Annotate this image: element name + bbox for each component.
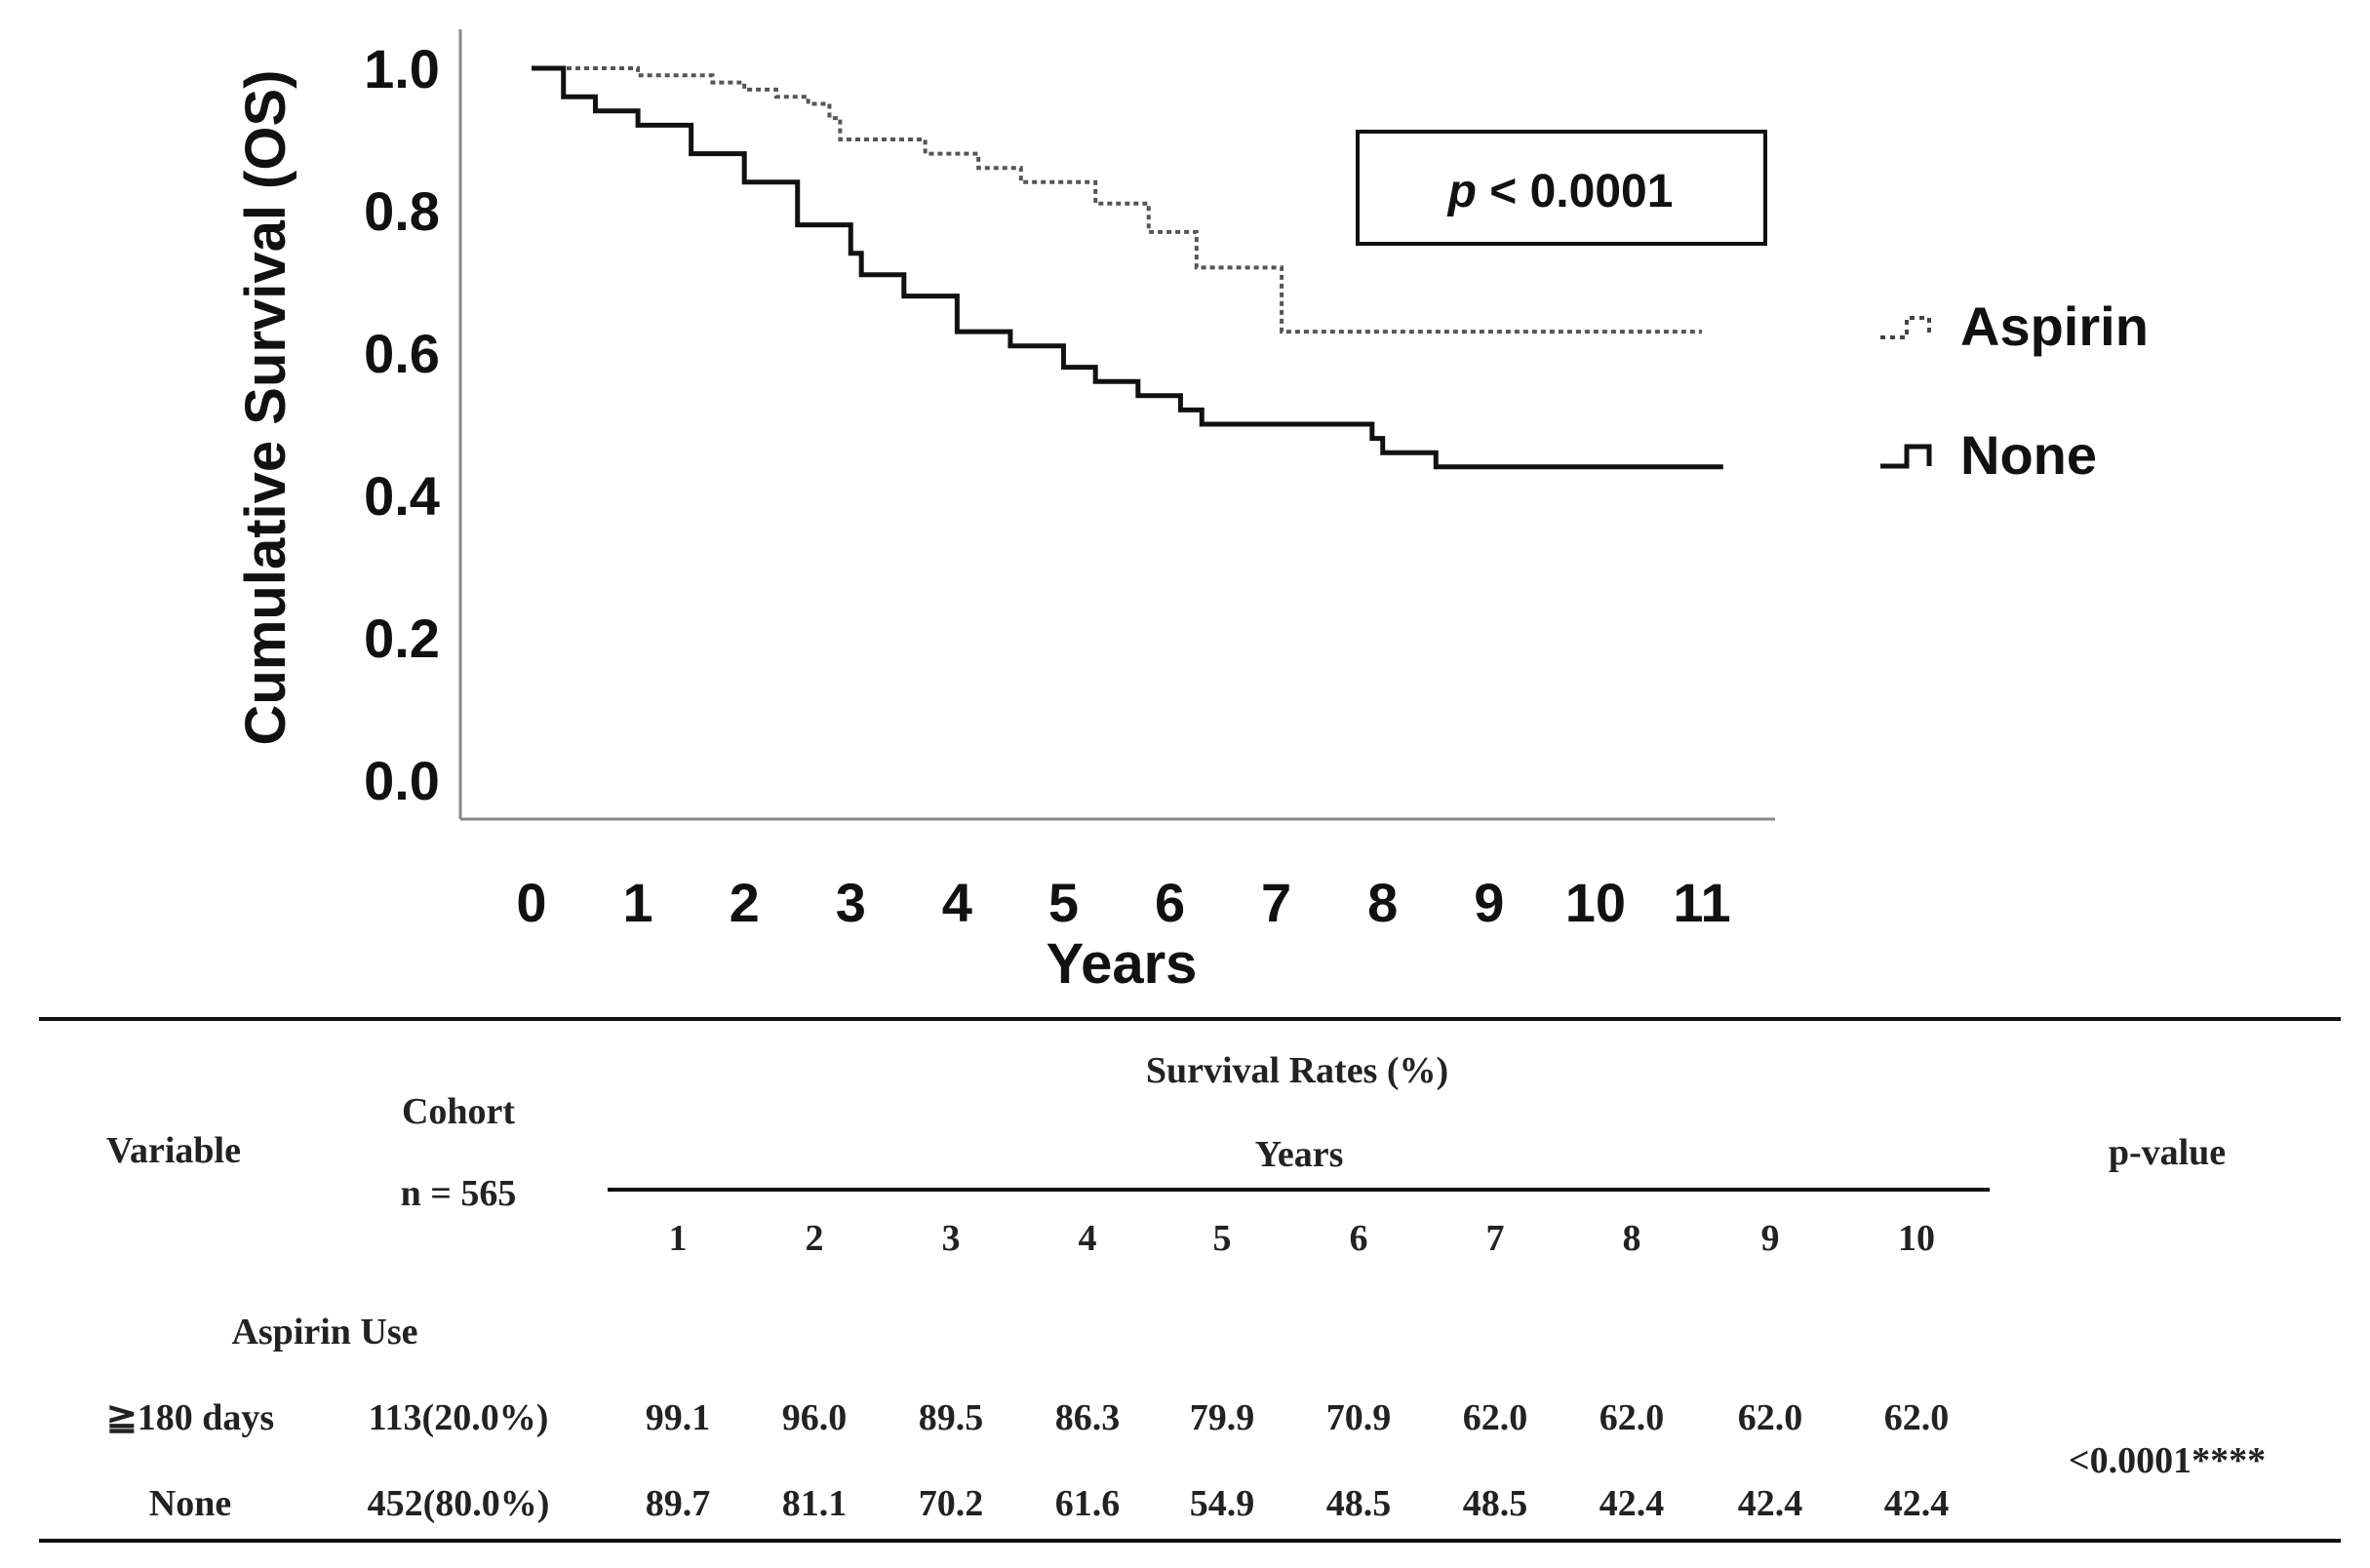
x-tick-label-10: 10 (1565, 872, 1626, 933)
year-header-7: 7 (1486, 1218, 1505, 1259)
row-variable: None (149, 1483, 231, 1524)
row-value-year-9: 42.4 (1738, 1483, 1803, 1524)
x-tick-label-2: 2 (730, 872, 760, 933)
year-header-4: 4 (1079, 1218, 1097, 1259)
group-label-aspirin-use: Aspirin Use (231, 1312, 417, 1352)
row-value-year-5: 54.9 (1190, 1483, 1255, 1524)
header-n-rest: = 565 (421, 1173, 517, 1214)
header-survival-rates: Survival Rates (%) (1146, 1050, 1448, 1091)
header-p-italic: p (2109, 1132, 2129, 1173)
row-value-year-4: 61.6 (1055, 1483, 1121, 1524)
series-line-none (532, 65, 1723, 470)
year-column-headers: 1 2 3 4 5 6 7 8 9 10 (669, 1218, 1936, 1259)
x-tick-label-1: 1 (623, 872, 653, 933)
series-line-aspirin (532, 66, 1702, 334)
legend-label-aspirin: Aspirin (1960, 295, 2149, 357)
row-value-year-8: 42.4 (1600, 1483, 1665, 1524)
x-tick-label-9: 9 (1474, 872, 1504, 933)
row-value-year-10: 42.4 (1884, 1483, 1950, 1524)
y-tick-label-1: 0.2 (364, 608, 440, 669)
p-value-italic: p (1446, 166, 1477, 217)
year-header-9: 9 (1761, 1218, 1780, 1259)
x-tick-label-11: 11 (1673, 872, 1730, 933)
p-value-box (1356, 130, 1767, 246)
header-cohort: Cohort (402, 1091, 515, 1132)
x-tick-label-0: 0 (516, 872, 546, 933)
survival-rates-table: Survival Rates (%) Cohort Variable Years… (39, 1017, 2341, 1543)
y-tick-labels: 0.0 0.2 0.4 0.6 0.8 1.0 (364, 38, 440, 811)
row-value-year-5: 79.9 (1190, 1397, 1255, 1438)
row-value-year-6: 70.9 (1326, 1397, 1392, 1438)
table-rows: ≧180 days 113(20.0%) 99.1 96.0 89.5 86.3 79.9 7… (106, 1397, 1949, 1524)
year-header-10: 10 (1898, 1218, 1935, 1259)
year-header-2: 2 (806, 1218, 824, 1259)
year-header-6: 6 (1350, 1218, 1368, 1259)
y-tick-label-3: 0.6 (364, 323, 440, 384)
row-value-year-2: 81.1 (782, 1483, 848, 1524)
y-tick-label-2: 0.4 (364, 465, 440, 527)
x-tick-label-6: 6 (1155, 872, 1185, 933)
x-axis-label: Years (1047, 932, 1198, 996)
legend-label-none: None (1960, 424, 2097, 486)
row-value-year-3: 70.2 (919, 1483, 984, 1524)
y-tick-label-5: 1.0 (364, 38, 440, 99)
year-header-5: 5 (1213, 1218, 1232, 1259)
x-tick-label-4: 4 (942, 872, 972, 933)
row-value-year-10: 62.0 (1884, 1397, 1950, 1438)
row-value-year-6: 48.5 (1326, 1483, 1392, 1524)
x-tick-label-7: 7 (1261, 872, 1291, 933)
row-variable: ≧180 days (106, 1397, 274, 1438)
table-row: ≧180 days 113(20.0%) 99.1 96.0 89.5 86.3 79.9 7… (106, 1397, 1949, 1438)
legend: Aspirin None (1880, 295, 2149, 486)
row-value-year-2: 96.0 (782, 1397, 848, 1438)
header-n-italic: n (401, 1173, 421, 1214)
p-value-cell: <0.0001**** (2069, 1440, 2266, 1481)
year-header-1: 1 (669, 1218, 688, 1259)
row-value-year-4: 86.3 (1055, 1397, 1121, 1438)
y-tick-label-4: 0.8 (364, 180, 440, 242)
survival-chart: 0.0 0.2 0.4 0.6 0.8 1.0 0 1 2 3 4 5 6 7 8 9 10 11 Cumula… (234, 29, 2149, 996)
header-p-rest: -value (2129, 1132, 2226, 1173)
legend-swatch-aspirin (1880, 316, 1931, 339)
p-value-rest: < 0.0001 (1477, 166, 1674, 217)
table-row: None 452(80.0%) 89.7 81.1 70.2 61.6 54.9 48.5 48… (149, 1483, 1949, 1524)
p-value-annotation: p < 0.0001 (1446, 166, 1674, 217)
row-value-year-3: 89.5 (919, 1397, 984, 1438)
row-value-year-7: 62.0 (1463, 1397, 1528, 1438)
y-tick-label-0: 0.0 (364, 750, 440, 811)
row-value-year-1: 89.7 (646, 1483, 711, 1524)
header-variable: Variable (106, 1130, 241, 1171)
x-tick-label-5: 5 (1048, 872, 1079, 933)
header-p-value: p-value (2109, 1132, 2226, 1173)
row-value-year-1: 99.1 (646, 1397, 711, 1438)
row-value-year-8: 62.0 (1600, 1397, 1665, 1438)
x-tick-label-8: 8 (1367, 872, 1398, 933)
year-header-8: 8 (1623, 1218, 1641, 1259)
year-header-3: 3 (942, 1218, 961, 1259)
x-tick-label-3: 3 (836, 872, 866, 933)
row-cohort: 113(20.0%) (369, 1397, 549, 1438)
legend-swatch-none (1880, 444, 1932, 469)
header-years: Years (1255, 1134, 1344, 1175)
row-value-year-7: 48.5 (1463, 1483, 1528, 1524)
row-value-year-9: 62.0 (1738, 1397, 1803, 1438)
header-n: n = 565 (401, 1173, 517, 1214)
row-cohort: 452(80.0%) (368, 1483, 550, 1524)
series-lines (532, 65, 1723, 470)
y-axis-label: Cumulative Survival (OS) (234, 70, 297, 746)
x-tick-labels: 0 1 2 3 4 5 6 7 8 9 10 11 (516, 872, 1730, 933)
